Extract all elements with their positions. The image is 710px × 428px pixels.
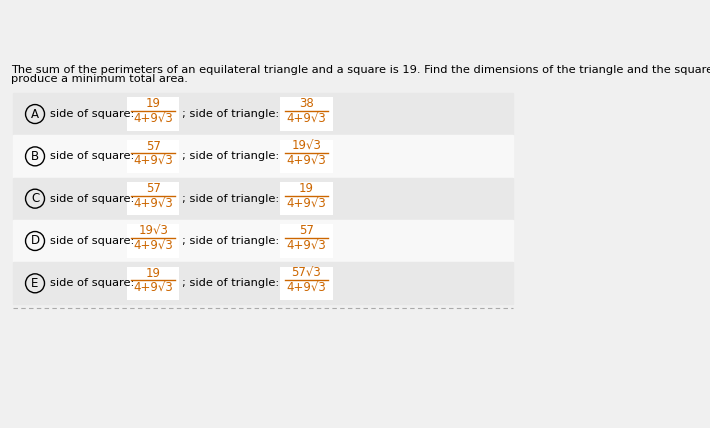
Text: 4+9√3: 4+9√3: [133, 282, 173, 295]
Text: ; side of triangle:: ; side of triangle:: [182, 278, 280, 288]
Text: 19: 19: [146, 98, 160, 110]
FancyBboxPatch shape: [127, 97, 180, 131]
Text: 4+9√3: 4+9√3: [133, 113, 173, 125]
Text: 4+9√3: 4+9√3: [287, 240, 327, 253]
Text: 4+9√3: 4+9√3: [287, 282, 327, 295]
Text: 19√3: 19√3: [138, 224, 168, 238]
FancyBboxPatch shape: [280, 97, 333, 131]
Bar: [13, 135, 513, 178]
Text: C: C: [31, 192, 39, 205]
FancyBboxPatch shape: [280, 140, 333, 173]
Text: D: D: [31, 235, 40, 247]
Text: The sum of the perimeters of an equilateral triangle and a square is 19. Find th: The sum of the perimeters of an equilate…: [11, 65, 710, 75]
Text: side of square:: side of square:: [50, 152, 134, 161]
Bar: [13, 262, 513, 304]
Text: B: B: [31, 150, 39, 163]
Text: produce a minimum total area.: produce a minimum total area.: [11, 74, 188, 84]
Text: 57: 57: [146, 182, 160, 195]
Text: ; side of triangle:: ; side of triangle:: [182, 109, 280, 119]
Text: 57: 57: [146, 140, 160, 153]
Text: side of square:: side of square:: [50, 278, 134, 288]
Text: side of square:: side of square:: [50, 109, 134, 119]
Text: ; side of triangle:: ; side of triangle:: [182, 152, 280, 161]
Text: 4+9√3: 4+9√3: [133, 155, 173, 168]
FancyBboxPatch shape: [280, 267, 333, 300]
FancyBboxPatch shape: [127, 182, 180, 215]
Text: 19: 19: [299, 182, 314, 195]
Bar: [13, 93, 513, 135]
Text: 19: 19: [146, 267, 160, 279]
Text: 57√3: 57√3: [292, 267, 322, 279]
Text: 4+9√3: 4+9√3: [287, 197, 327, 210]
Text: 57: 57: [299, 224, 314, 238]
FancyBboxPatch shape: [280, 182, 333, 215]
Text: 4+9√3: 4+9√3: [287, 113, 327, 125]
Text: 19√3: 19√3: [292, 140, 322, 153]
FancyBboxPatch shape: [127, 224, 180, 258]
Text: side of square:: side of square:: [50, 194, 134, 204]
Text: 4+9√3: 4+9√3: [287, 155, 327, 168]
Text: 38: 38: [299, 98, 314, 110]
FancyBboxPatch shape: [127, 140, 180, 173]
Bar: [13, 220, 513, 262]
Text: E: E: [31, 277, 39, 290]
Text: A: A: [31, 107, 39, 121]
Text: side of square:: side of square:: [50, 236, 134, 246]
Text: ; side of triangle:: ; side of triangle:: [182, 236, 280, 246]
Text: ; side of triangle:: ; side of triangle:: [182, 194, 280, 204]
Text: 4+9√3: 4+9√3: [133, 240, 173, 253]
FancyBboxPatch shape: [280, 224, 333, 258]
Text: 4+9√3: 4+9√3: [133, 197, 173, 210]
FancyBboxPatch shape: [127, 267, 180, 300]
Bar: [13, 178, 513, 220]
